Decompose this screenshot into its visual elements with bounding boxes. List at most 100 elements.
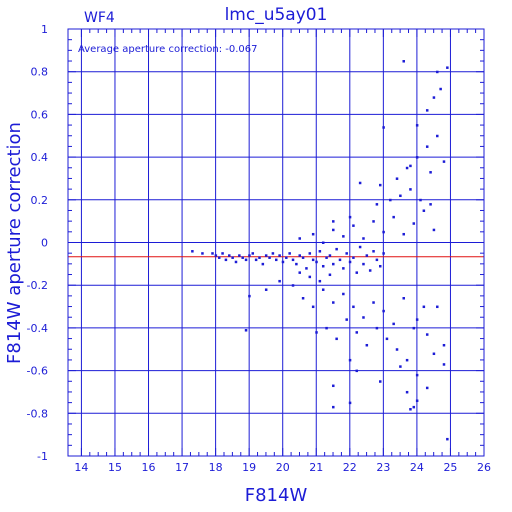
data-point bbox=[412, 222, 416, 225]
data-point bbox=[264, 288, 268, 291]
data-point bbox=[311, 258, 315, 262]
data-point bbox=[258, 256, 261, 259]
data-point bbox=[415, 399, 419, 402]
data-point bbox=[362, 237, 365, 240]
data-point bbox=[425, 145, 429, 148]
data-point bbox=[321, 241, 325, 244]
data-point bbox=[352, 224, 355, 227]
data-point bbox=[399, 194, 402, 198]
x-tick-label: 26 bbox=[477, 461, 491, 474]
data-point bbox=[318, 250, 322, 253]
y-tick-label: -0.4 bbox=[27, 322, 48, 335]
data-point bbox=[332, 301, 335, 304]
y-tick-label: -0.2 bbox=[27, 279, 48, 292]
data-point bbox=[332, 228, 335, 232]
data-point bbox=[446, 437, 449, 441]
data-point bbox=[308, 252, 312, 255]
data-point bbox=[365, 254, 369, 257]
data-point bbox=[392, 215, 395, 219]
data-point bbox=[352, 256, 355, 259]
data-point bbox=[318, 279, 322, 283]
data-point bbox=[244, 258, 248, 262]
data-point bbox=[395, 177, 399, 180]
x-tick-label: 18 bbox=[209, 461, 223, 474]
data-point bbox=[275, 258, 278, 262]
data-point bbox=[228, 254, 231, 257]
data-point bbox=[442, 363, 446, 366]
data-point bbox=[405, 358, 409, 362]
average-annotation: Average aperture correction: -0.067 bbox=[78, 44, 258, 55]
data-point bbox=[405, 166, 409, 170]
data-point bbox=[399, 365, 402, 368]
data-point bbox=[442, 343, 446, 347]
data-point bbox=[355, 271, 359, 274]
data-point bbox=[342, 292, 345, 296]
data-point bbox=[238, 254, 241, 257]
data-point bbox=[251, 252, 255, 255]
data-point bbox=[379, 183, 382, 187]
data-point bbox=[268, 256, 271, 259]
data-point bbox=[325, 326, 328, 330]
plot-frame bbox=[67, 28, 485, 457]
x-tick-label: 21 bbox=[309, 461, 323, 474]
data-point bbox=[382, 230, 385, 234]
y-tick-label: 0.4 bbox=[31, 151, 49, 164]
data-point bbox=[425, 333, 429, 336]
y-tick-label: 0.8 bbox=[31, 66, 49, 79]
data-point bbox=[375, 326, 379, 330]
data-point bbox=[425, 109, 429, 112]
data-point bbox=[328, 273, 332, 277]
data-point bbox=[436, 70, 439, 74]
x-tick-label: 24 bbox=[410, 461, 424, 474]
data-point bbox=[288, 252, 291, 255]
data-point bbox=[234, 260, 238, 264]
chip-label: WF4 bbox=[84, 10, 115, 26]
data-point bbox=[436, 305, 439, 309]
data-point bbox=[382, 126, 385, 129]
data-point bbox=[385, 337, 389, 341]
data-point bbox=[362, 316, 365, 319]
data-point bbox=[244, 329, 248, 332]
data-point bbox=[358, 181, 362, 185]
data-point bbox=[402, 232, 405, 236]
data-point bbox=[345, 252, 348, 255]
data-point bbox=[372, 301, 375, 304]
data-point bbox=[395, 348, 399, 351]
data-point bbox=[261, 262, 265, 266]
data-point bbox=[442, 160, 446, 163]
x-tick-label: 16 bbox=[142, 461, 156, 474]
y-tick-labels: -1 -0.8 -0.6 -0.4 -0.2 0 0.2 0.4 0.6 0.8 1 bbox=[27, 23, 48, 463]
data-point bbox=[278, 279, 281, 283]
x-tick-labels: 14 15 16 17 18 19 20 21 22 23 24 25 26 bbox=[74, 461, 491, 474]
data-point bbox=[365, 343, 369, 347]
data-point bbox=[348, 215, 352, 219]
data-point bbox=[335, 247, 338, 251]
data-point bbox=[345, 318, 348, 321]
data-point bbox=[392, 322, 395, 326]
data-point bbox=[415, 156, 419, 159]
data-point bbox=[248, 254, 251, 257]
data-point bbox=[221, 252, 224, 255]
data-point bbox=[315, 331, 318, 334]
data-point bbox=[338, 258, 342, 262]
data-point bbox=[301, 256, 305, 259]
data-point bbox=[379, 264, 382, 268]
data-points bbox=[191, 60, 449, 441]
x-axis-title: F814W bbox=[245, 485, 308, 506]
data-point bbox=[335, 337, 338, 341]
data-point bbox=[214, 254, 218, 257]
y-tick-label: -1 bbox=[37, 450, 48, 463]
data-point bbox=[436, 134, 439, 138]
data-point bbox=[372, 220, 375, 223]
data-point bbox=[332, 262, 335, 266]
data-point bbox=[355, 369, 359, 373]
data-point bbox=[248, 294, 251, 298]
data-point bbox=[308, 275, 312, 279]
data-point bbox=[348, 358, 352, 362]
data-point bbox=[348, 260, 352, 264]
data-point bbox=[332, 405, 335, 409]
data-point bbox=[281, 260, 285, 264]
data-point bbox=[358, 245, 362, 249]
data-point bbox=[295, 262, 298, 266]
data-point bbox=[402, 297, 405, 300]
